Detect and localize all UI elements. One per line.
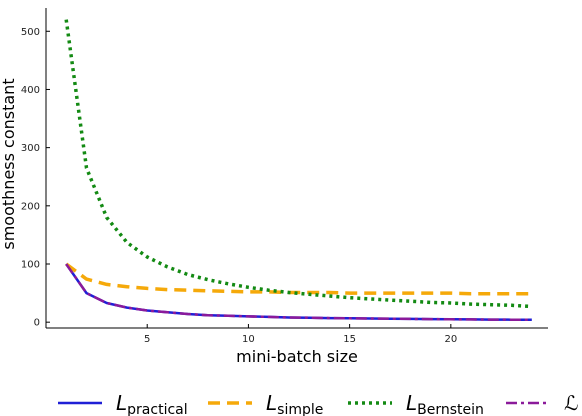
x-tick-label: 20 [444, 334, 457, 345]
legend-label-main: L [116, 391, 127, 415]
plot-area [46, 8, 548, 328]
x-tick-label: 5 [144, 334, 150, 345]
legend: Lpractical Lsimple LBernstein ℒ [58, 391, 578, 416]
plot-background [46, 8, 548, 328]
x-axis-label: mini-batch size [236, 347, 358, 366]
y-tick-label: 200 [21, 201, 40, 212]
y-tick-label: 400 [21, 85, 40, 96]
legend-label-sub: Bernstein [417, 402, 484, 416]
x-ticks: 5 10 15 20 [144, 324, 457, 345]
legend-label-main: L [266, 391, 277, 415]
y-axis-label: smoothness constant [0, 78, 18, 249]
legend-label: Lsimple [266, 391, 323, 416]
axes: 5 10 15 20 0 100 200 300 400 500 [21, 8, 548, 345]
y-tick-label: 0 [34, 318, 40, 329]
series-line [65, 262, 532, 296]
legend-label: ℒ [564, 391, 578, 415]
y-tick-label: 300 [21, 143, 40, 154]
legend-label-main: L [406, 391, 417, 415]
legend-label-main: ℒ [564, 391, 578, 415]
series-line [65, 263, 532, 321]
y-tick-label: 500 [21, 27, 40, 38]
x-tick-label: 10 [242, 334, 255, 345]
series-lines [64, 19, 532, 321]
y-tick-label: 100 [21, 260, 40, 271]
y-ticks: 0 100 200 300 400 500 [21, 27, 50, 329]
legend-label-sub: simple [277, 402, 323, 416]
legend-label: Lpractical [116, 391, 188, 416]
legend-label-sub: practical [127, 402, 187, 416]
x-tick-label: 15 [343, 334, 356, 345]
legend-label: LBernstein [406, 391, 484, 416]
